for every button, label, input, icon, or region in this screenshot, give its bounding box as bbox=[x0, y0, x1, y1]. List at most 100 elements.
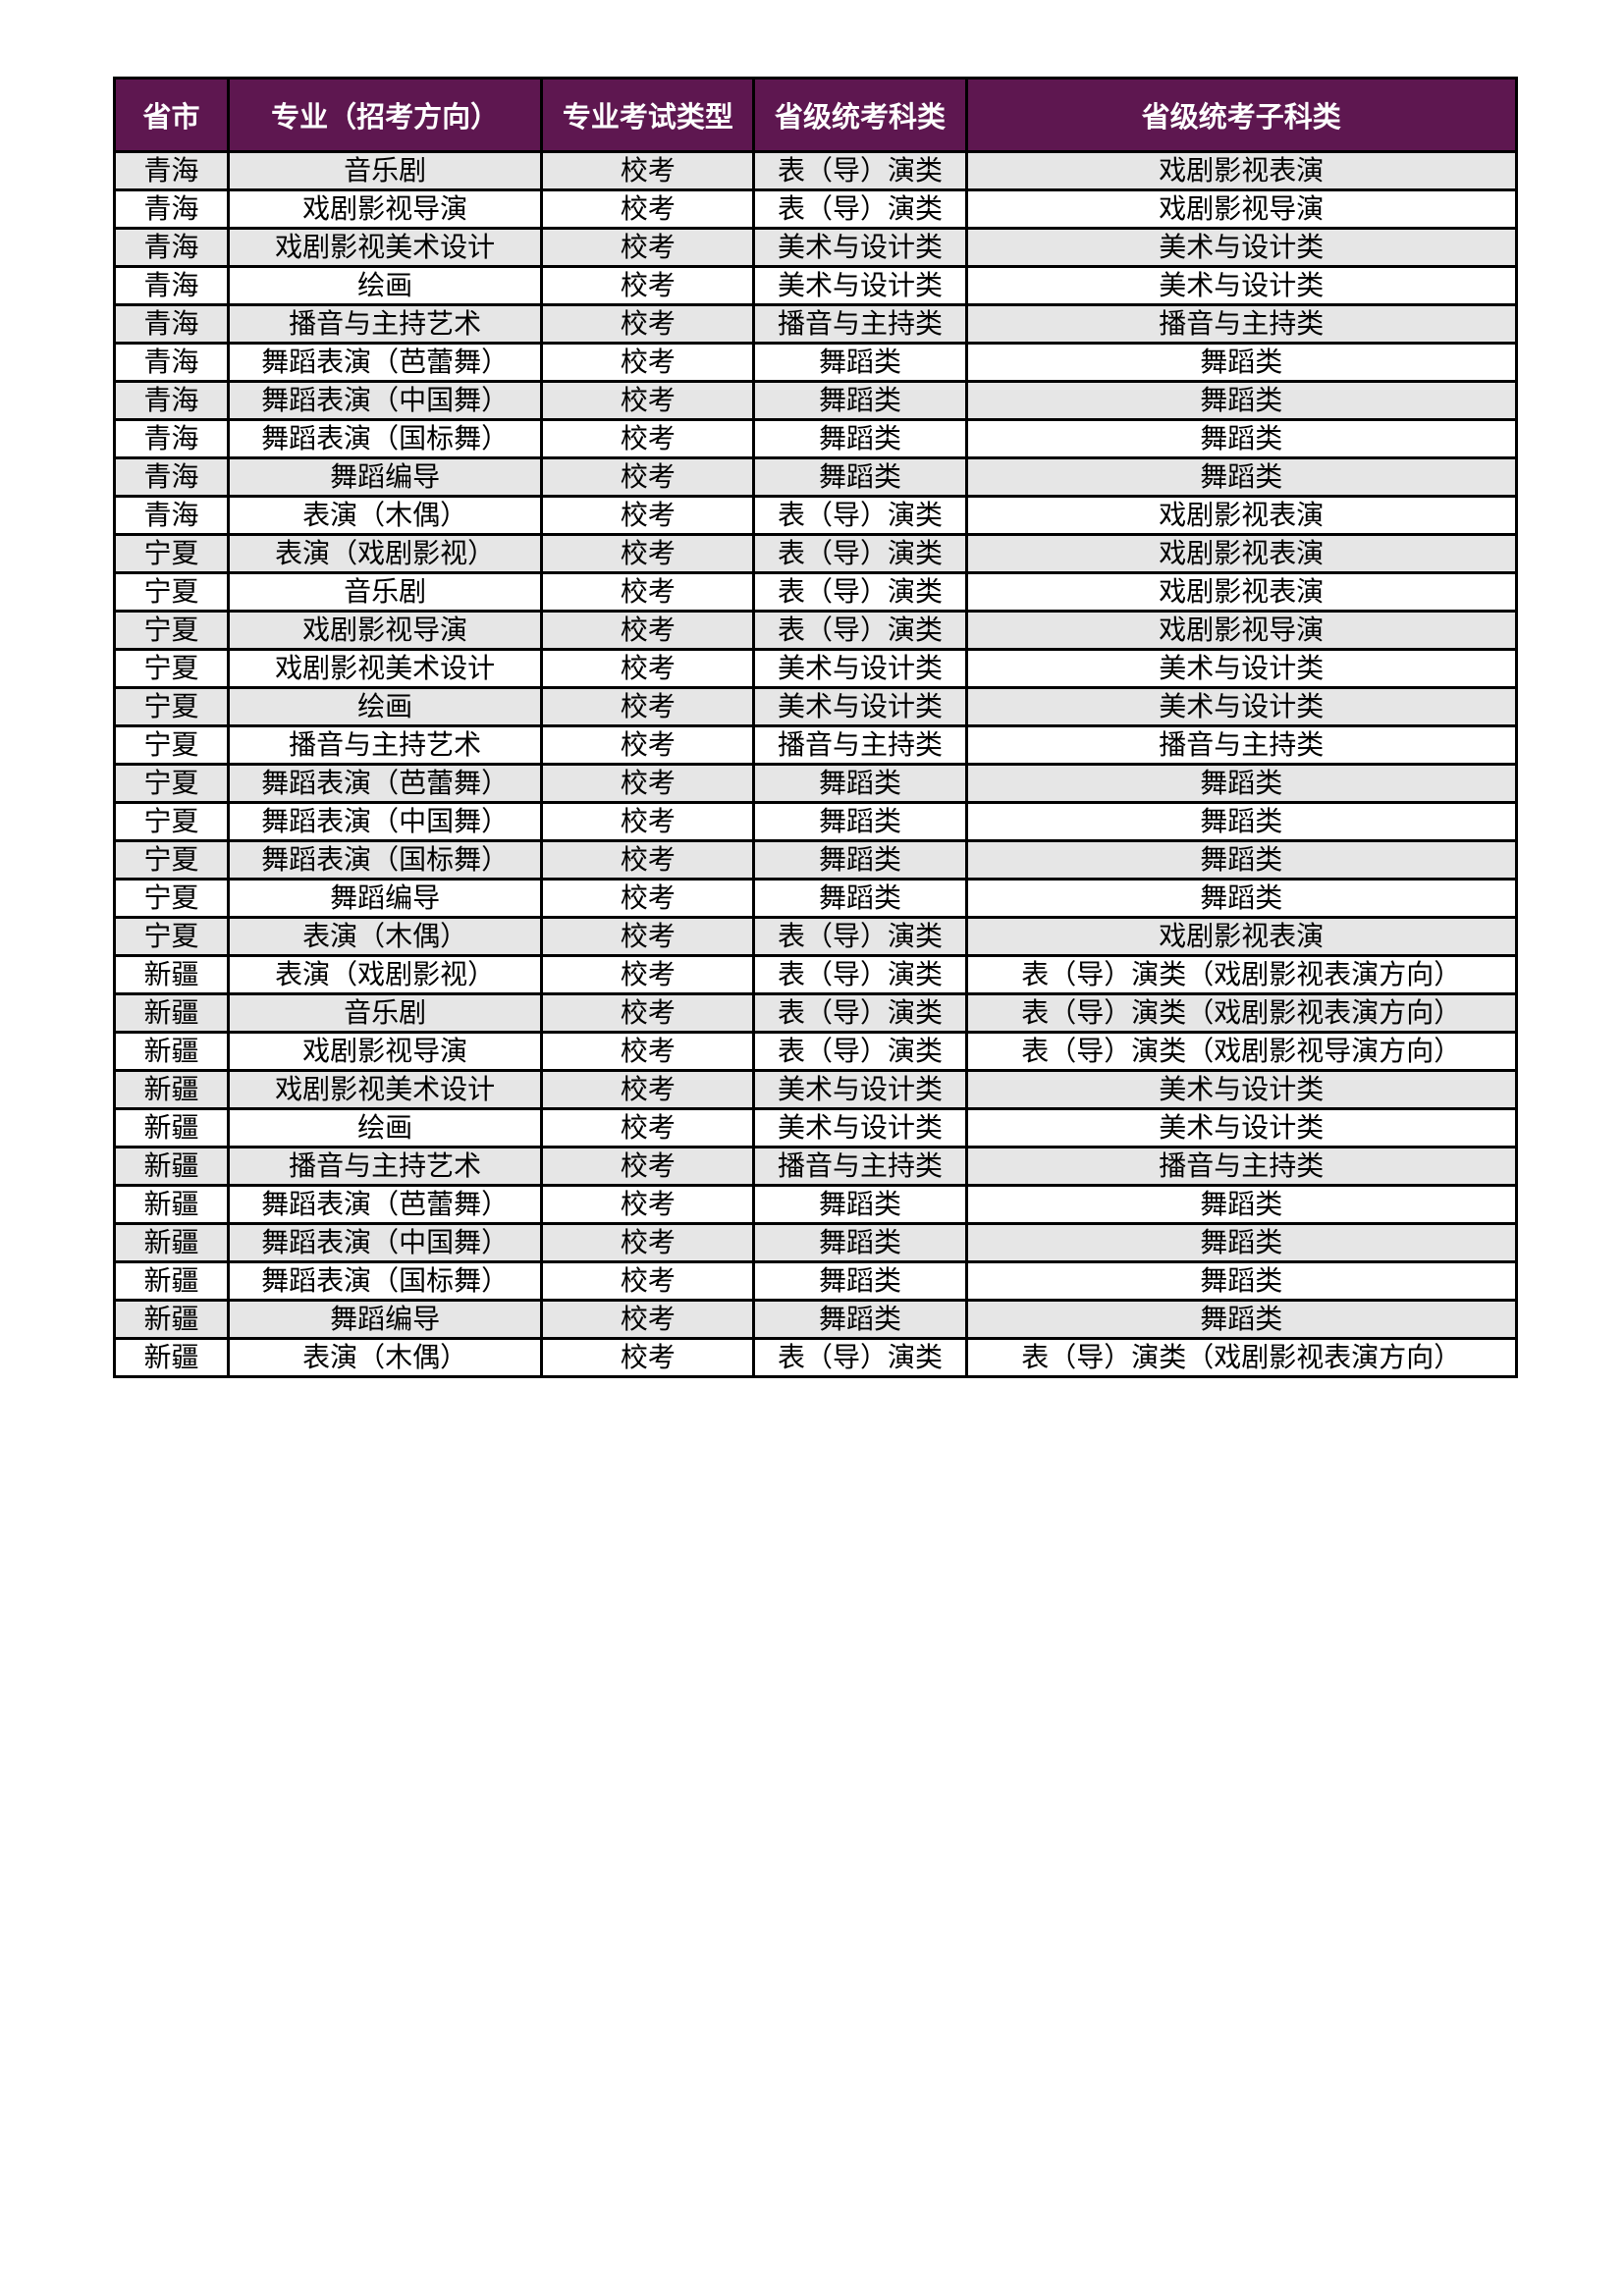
table-row: 新疆 戏剧影视导演 校考 表（导）演类 表（导）演类（戏剧影视导演方向） bbox=[112, 1031, 1519, 1072]
cell-subcategory: 戏剧影视导演 bbox=[964, 188, 1519, 230]
cell-exam-type: 校考 bbox=[540, 878, 756, 919]
cell-subcategory: 表（导）演类（戏剧影视表演方向） bbox=[964, 1337, 1519, 1378]
cell-province: 宁夏 bbox=[112, 801, 231, 842]
cell-province: 新疆 bbox=[112, 992, 231, 1034]
cell-category: 美术与设计类 bbox=[752, 265, 968, 306]
cell-major: 音乐剧 bbox=[227, 992, 544, 1034]
cell-exam-type: 校考 bbox=[540, 1146, 756, 1187]
cell-category: 表（导）演类 bbox=[752, 533, 968, 574]
cell-exam-type: 校考 bbox=[540, 763, 756, 804]
cell-exam-type: 校考 bbox=[540, 303, 756, 345]
cell-major: 音乐剧 bbox=[227, 571, 544, 613]
cell-exam-type: 校考 bbox=[540, 1260, 756, 1302]
cell-category: 表（导）演类 bbox=[752, 992, 968, 1034]
cell-exam-type: 校考 bbox=[540, 1184, 756, 1225]
cell-exam-type: 校考 bbox=[540, 495, 756, 536]
table-row: 新疆 舞蹈表演（芭蕾舞） 校考 舞蹈类 舞蹈类 bbox=[112, 1184, 1519, 1225]
cell-subcategory: 舞蹈类 bbox=[964, 1184, 1519, 1225]
cell-subcategory: 舞蹈类 bbox=[964, 380, 1519, 421]
cell-major: 舞蹈表演（芭蕾舞） bbox=[227, 1184, 544, 1225]
cell-exam-type: 校考 bbox=[540, 801, 756, 842]
cell-major: 舞蹈表演（国标舞） bbox=[227, 1260, 544, 1302]
cell-province: 宁夏 bbox=[112, 686, 231, 727]
table-row: 新疆 音乐剧 校考 表（导）演类 表（导）演类（戏剧影视表演方向） bbox=[112, 992, 1519, 1034]
cell-exam-type: 校考 bbox=[540, 188, 756, 230]
cell-major: 戏剧影视导演 bbox=[227, 1031, 544, 1072]
cell-category: 表（导）演类 bbox=[752, 954, 968, 995]
cell-exam-type: 校考 bbox=[540, 839, 756, 881]
table-row: 宁夏 播音与主持艺术 校考 播音与主持类 播音与主持类 bbox=[112, 724, 1519, 766]
cell-category: 舞蹈类 bbox=[752, 1222, 968, 1263]
cell-subcategory: 舞蹈类 bbox=[964, 1260, 1519, 1302]
cell-category: 舞蹈类 bbox=[752, 1184, 968, 1225]
cell-category: 舞蹈类 bbox=[752, 763, 968, 804]
cell-province: 青海 bbox=[112, 495, 231, 536]
cell-subcategory: 美术与设计类 bbox=[964, 1107, 1519, 1148]
cell-major: 戏剧影视美术设计 bbox=[227, 227, 544, 268]
cell-category: 美术与设计类 bbox=[752, 648, 968, 689]
cell-province: 宁夏 bbox=[112, 648, 231, 689]
cell-major: 舞蹈表演（中国舞） bbox=[227, 801, 544, 842]
cell-subcategory: 舞蹈类 bbox=[964, 342, 1519, 383]
cell-category: 舞蹈类 bbox=[752, 839, 968, 881]
cell-province: 青海 bbox=[112, 303, 231, 345]
cell-province: 青海 bbox=[112, 456, 231, 498]
table-row: 新疆 舞蹈表演（国标舞） 校考 舞蹈类 舞蹈类 bbox=[112, 1260, 1519, 1302]
cell-major: 播音与主持艺术 bbox=[227, 303, 544, 345]
cell-category: 表（导）演类 bbox=[752, 495, 968, 536]
cell-province: 新疆 bbox=[112, 1260, 231, 1302]
header-major: 专业（招考方向） bbox=[227, 77, 544, 153]
cell-category: 美术与设计类 bbox=[752, 227, 968, 268]
cell-province: 新疆 bbox=[112, 1031, 231, 1072]
cell-province: 新疆 bbox=[112, 1069, 231, 1110]
cell-category: 播音与主持类 bbox=[752, 303, 968, 345]
cell-major: 表演（戏剧影视） bbox=[227, 954, 544, 995]
cell-province: 青海 bbox=[112, 188, 231, 230]
table-row: 宁夏 绘画 校考 美术与设计类 美术与设计类 bbox=[112, 686, 1519, 727]
cell-province: 宁夏 bbox=[112, 724, 231, 766]
cell-province: 宁夏 bbox=[112, 839, 231, 881]
cell-major: 舞蹈表演（芭蕾舞） bbox=[227, 763, 544, 804]
cell-category: 表（导）演类 bbox=[752, 150, 968, 191]
cell-exam-type: 校考 bbox=[540, 1031, 756, 1072]
cell-major: 播音与主持艺术 bbox=[227, 1146, 544, 1187]
cell-exam-type: 校考 bbox=[540, 533, 756, 574]
table-row: 青海 舞蹈编导 校考 舞蹈类 舞蹈类 bbox=[112, 456, 1519, 498]
cell-exam-type: 校考 bbox=[540, 380, 756, 421]
table-row: 青海 音乐剧 校考 表（导）演类 戏剧影视表演 bbox=[112, 150, 1519, 191]
cell-subcategory: 表（导）演类（戏剧影视表演方向） bbox=[964, 954, 1519, 995]
cell-exam-type: 校考 bbox=[540, 571, 756, 613]
cell-category: 表（导）演类 bbox=[752, 1337, 968, 1378]
cell-major: 舞蹈表演（中国舞） bbox=[227, 1222, 544, 1263]
cell-exam-type: 校考 bbox=[540, 1222, 756, 1263]
table-row: 宁夏 音乐剧 校考 表（导）演类 戏剧影视表演 bbox=[112, 571, 1519, 613]
cell-subcategory: 播音与主持类 bbox=[964, 1146, 1519, 1187]
cell-exam-type: 校考 bbox=[540, 150, 756, 191]
cell-province: 青海 bbox=[112, 418, 231, 459]
cell-major: 戏剧影视导演 bbox=[227, 188, 544, 230]
header-row: 省市 专业（招考方向） 专业考试类型 省级统考科类 省级统考子科类 bbox=[112, 77, 1519, 153]
cell-subcategory: 表（导）演类（戏剧影视表演方向） bbox=[964, 992, 1519, 1034]
cell-province: 青海 bbox=[112, 342, 231, 383]
cell-exam-type: 校考 bbox=[540, 456, 756, 498]
cell-category: 播音与主持类 bbox=[752, 1146, 968, 1187]
cell-major: 舞蹈表演（国标舞） bbox=[227, 839, 544, 881]
cell-major: 绘画 bbox=[227, 1107, 544, 1148]
cell-subcategory: 美术与设计类 bbox=[964, 1069, 1519, 1110]
cell-subcategory: 舞蹈类 bbox=[964, 418, 1519, 459]
cell-category: 表（导）演类 bbox=[752, 610, 968, 651]
table-row: 宁夏 表演（戏剧影视） 校考 表（导）演类 戏剧影视表演 bbox=[112, 533, 1519, 574]
cell-exam-type: 校考 bbox=[540, 418, 756, 459]
cell-subcategory: 播音与主持类 bbox=[964, 303, 1519, 345]
cell-province: 新疆 bbox=[112, 1184, 231, 1225]
table-row: 宁夏 戏剧影视导演 校考 表（导）演类 戏剧影视导演 bbox=[112, 610, 1519, 651]
table-row: 新疆 表演（戏剧影视） 校考 表（导）演类 表（导）演类（戏剧影视表演方向） bbox=[112, 954, 1519, 995]
cell-exam-type: 校考 bbox=[540, 1299, 756, 1340]
cell-subcategory: 美术与设计类 bbox=[964, 265, 1519, 306]
table-row: 宁夏 舞蹈表演（中国舞） 校考 舞蹈类 舞蹈类 bbox=[112, 801, 1519, 842]
cell-major: 戏剧影视美术设计 bbox=[227, 1069, 544, 1110]
cell-major: 表演（戏剧影视） bbox=[227, 533, 544, 574]
table-row: 青海 表演（木偶） 校考 表（导）演类 戏剧影视表演 bbox=[112, 495, 1519, 536]
cell-major: 表演（木偶） bbox=[227, 1337, 544, 1378]
cell-exam-type: 校考 bbox=[540, 1107, 756, 1148]
